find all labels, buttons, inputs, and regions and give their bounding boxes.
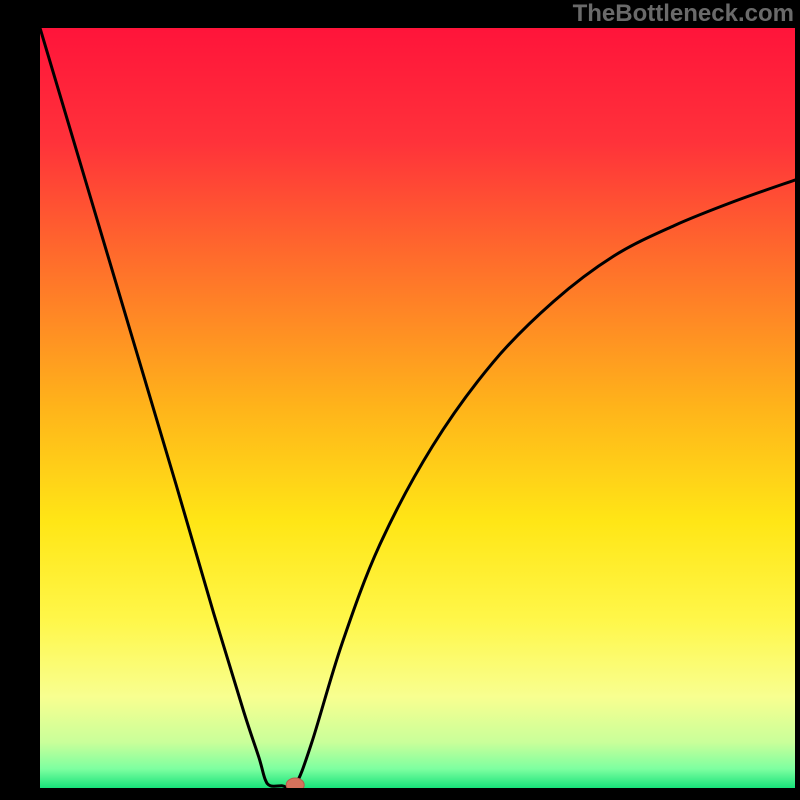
watermark-text: TheBottleneck.com <box>573 0 794 28</box>
plot-area <box>40 28 795 788</box>
bottleneck-curve-path <box>40 28 795 788</box>
curve-layer <box>40 28 795 788</box>
figure-root: TheBottleneck.com <box>0 0 800 800</box>
optimal-point-marker <box>286 778 304 788</box>
